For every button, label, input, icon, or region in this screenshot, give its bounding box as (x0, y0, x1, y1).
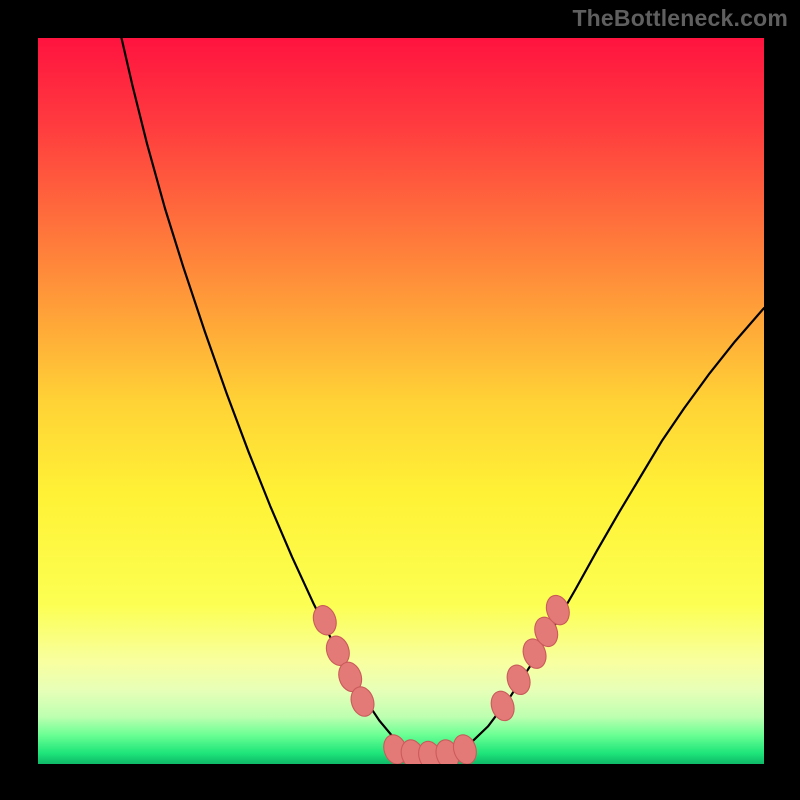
source-watermark: TheBottleneck.com (572, 5, 788, 32)
bottleneck-curve (121, 38, 764, 757)
chart-frame: TheBottleneck.com (0, 0, 800, 800)
plot-area (38, 38, 764, 764)
curve-marker (310, 603, 340, 638)
marker-group (310, 592, 573, 764)
chart-svg (38, 38, 764, 764)
